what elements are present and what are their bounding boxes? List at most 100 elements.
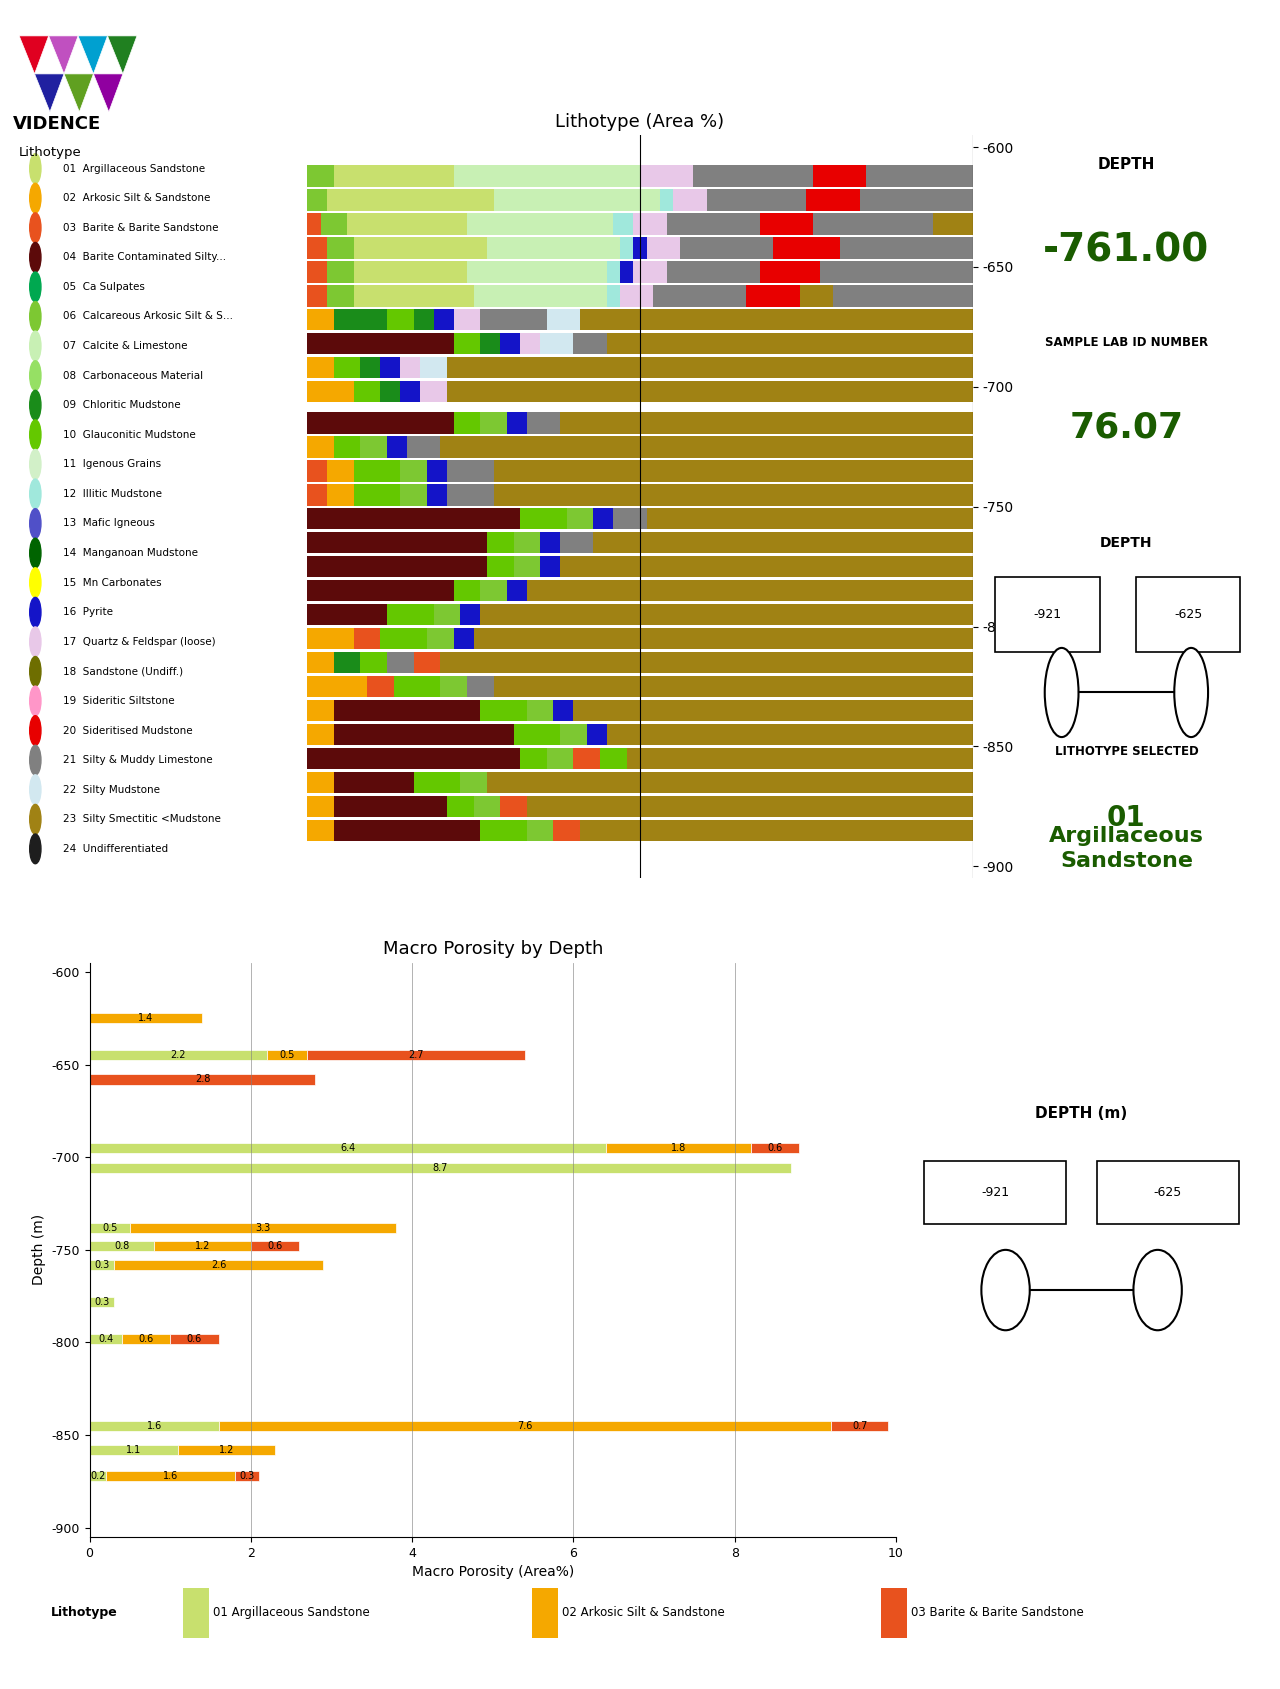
Bar: [328, 236, 353, 258]
Bar: [447, 356, 973, 378]
Circle shape: [29, 331, 41, 361]
Text: 0.8: 0.8: [114, 1241, 129, 1252]
Polygon shape: [35, 74, 64, 111]
Bar: [594, 532, 973, 554]
Bar: [500, 796, 527, 817]
Bar: [480, 699, 527, 721]
Bar: [646, 508, 973, 529]
Text: 0.6: 0.6: [187, 1334, 202, 1344]
Bar: [605, 1143, 751, 1154]
Bar: [334, 436, 361, 458]
Bar: [440, 652, 973, 674]
Bar: [367, 676, 394, 698]
Bar: [361, 436, 387, 458]
Bar: [307, 189, 328, 211]
Text: 04  Barite Contaminated Silty...: 04 Barite Contaminated Silty...: [64, 252, 227, 262]
Bar: [347, 213, 467, 235]
Circle shape: [29, 539, 41, 568]
Bar: [627, 748, 973, 768]
Bar: [453, 166, 640, 187]
Bar: [307, 356, 334, 378]
Bar: [334, 652, 361, 674]
Circle shape: [29, 184, 41, 213]
Circle shape: [1044, 649, 1079, 736]
Circle shape: [29, 716, 41, 745]
Bar: [800, 285, 833, 306]
Bar: [486, 236, 620, 258]
Bar: [474, 285, 607, 306]
Bar: [561, 412, 973, 434]
Bar: [334, 699, 480, 721]
Text: DEPTH: DEPTH: [1098, 157, 1155, 172]
Bar: [170, 1334, 219, 1344]
Circle shape: [29, 272, 41, 302]
Circle shape: [29, 390, 41, 421]
Bar: [486, 556, 513, 578]
Bar: [527, 412, 561, 434]
Text: 01: 01: [1107, 804, 1146, 833]
Bar: [507, 412, 527, 434]
Bar: [461, 603, 480, 625]
Circle shape: [29, 657, 41, 686]
Bar: [453, 333, 480, 355]
Bar: [573, 699, 973, 721]
Bar: [434, 603, 461, 625]
Text: 76.07: 76.07: [1069, 410, 1184, 444]
Bar: [527, 796, 973, 817]
Bar: [520, 748, 547, 768]
Bar: [428, 628, 453, 649]
Circle shape: [29, 834, 41, 863]
Circle shape: [1134, 1250, 1181, 1331]
Text: 0.2: 0.2: [90, 1471, 105, 1481]
Bar: [380, 380, 401, 402]
Bar: [667, 213, 760, 235]
Text: 6.4: 6.4: [340, 1143, 356, 1154]
Text: 1.6: 1.6: [163, 1471, 178, 1481]
Polygon shape: [93, 74, 123, 111]
Bar: [520, 333, 540, 355]
Text: 0.3: 0.3: [93, 1297, 109, 1307]
Bar: [307, 166, 334, 187]
Bar: [90, 1241, 154, 1252]
Bar: [307, 628, 353, 649]
Bar: [353, 285, 474, 306]
Bar: [680, 236, 773, 258]
Bar: [540, 556, 561, 578]
Text: 0.3: 0.3: [239, 1471, 255, 1481]
Bar: [513, 723, 561, 745]
Bar: [380, 356, 401, 378]
Bar: [547, 309, 580, 331]
Bar: [760, 213, 813, 235]
Text: 09  Chloritic Mudstone: 09 Chloritic Mudstone: [64, 400, 180, 410]
Circle shape: [29, 775, 41, 804]
Bar: [307, 796, 334, 817]
Bar: [401, 459, 428, 481]
Bar: [90, 1334, 122, 1344]
Bar: [594, 508, 613, 529]
Bar: [540, 532, 561, 554]
FancyBboxPatch shape: [1137, 578, 1240, 652]
Bar: [453, 309, 480, 331]
Text: 11  Igenous Grains: 11 Igenous Grains: [64, 459, 161, 470]
Bar: [600, 748, 627, 768]
Bar: [527, 579, 973, 601]
Bar: [480, 579, 507, 601]
Bar: [328, 485, 353, 505]
Text: LITHOTYPE SELECTED: LITHOTYPE SELECTED: [1055, 745, 1198, 757]
Bar: [183, 1588, 209, 1638]
Text: 08  Carbonaceous Material: 08 Carbonaceous Material: [64, 370, 204, 380]
Text: 1.6: 1.6: [146, 1420, 161, 1431]
Bar: [653, 285, 746, 306]
Bar: [90, 1143, 605, 1154]
Bar: [646, 236, 680, 258]
Bar: [620, 236, 634, 258]
Text: 22  Silty Mudstone: 22 Silty Mudstone: [64, 785, 160, 796]
Bar: [434, 309, 453, 331]
Circle shape: [29, 804, 41, 834]
Text: 3.3: 3.3: [255, 1223, 270, 1233]
Text: DEPTH: DEPTH: [1100, 537, 1153, 551]
Bar: [867, 166, 973, 187]
Bar: [353, 485, 401, 505]
Bar: [307, 819, 334, 841]
Text: Lithotype: Lithotype: [18, 147, 81, 159]
